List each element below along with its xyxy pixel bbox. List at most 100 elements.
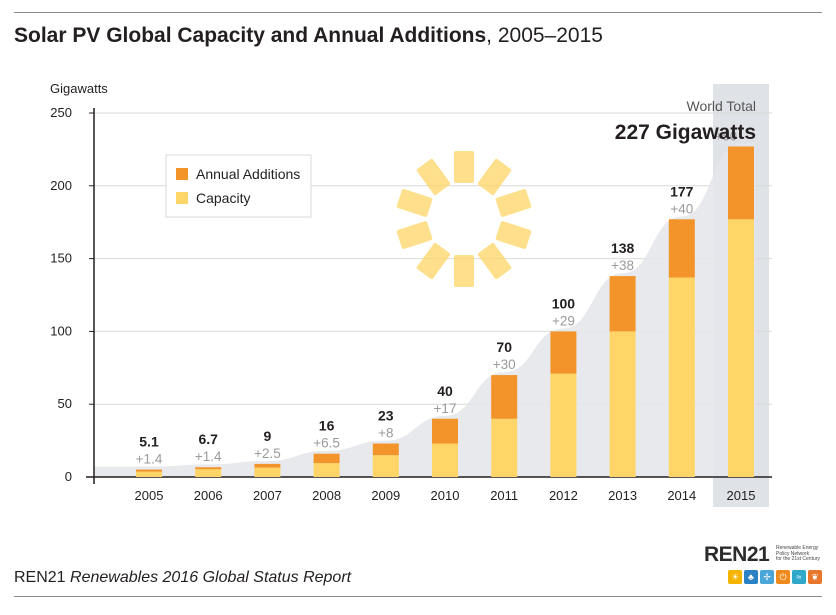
bioenergy-icon: ♣ bbox=[744, 570, 758, 584]
x-tick-label: 2010 bbox=[431, 488, 460, 503]
legend-swatch-capacity bbox=[176, 192, 188, 204]
addition-bar bbox=[668, 219, 695, 278]
addition-label: +1.4 bbox=[136, 452, 163, 467]
page-title: Solar PV Global Capacity and Annual Addi… bbox=[14, 24, 603, 48]
title-years: , 2005–2015 bbox=[486, 24, 603, 47]
addition-label: +50 bbox=[715, 128, 737, 143]
addition-bar bbox=[550, 331, 577, 374]
total-label: 16 bbox=[319, 418, 335, 434]
logo-tagline-line: Renewable Energy bbox=[776, 545, 819, 551]
y-tick-label: 100 bbox=[50, 323, 72, 338]
logo-tagline-line: for the 21st Century bbox=[776, 556, 820, 562]
logo-tagline: Renewable Energy Policy Network for the … bbox=[776, 545, 828, 563]
power-icon: ⏻ bbox=[776, 570, 790, 584]
addition-bar bbox=[372, 443, 399, 456]
title-main: Solar PV Global Capacity and Annual Addi… bbox=[14, 24, 487, 47]
capacity-bar-chart: 0 50 100 150 200 250 Gigawatts 2005 +1.4 5.1 2006 +… bbox=[50, 81, 772, 507]
capacity-bar bbox=[491, 418, 518, 477]
capacity-bar bbox=[609, 331, 636, 477]
x-tick-label: 2005 bbox=[135, 488, 164, 503]
logo-word: REN21 bbox=[704, 543, 770, 566]
total-label: 177 bbox=[670, 183, 694, 199]
total-label: 6.7 bbox=[198, 431, 218, 447]
sun-ray-icon bbox=[477, 158, 512, 195]
x-tick-label: 2013 bbox=[608, 488, 637, 503]
sun-ray-icon bbox=[396, 188, 433, 217]
capacity-bar bbox=[313, 463, 340, 477]
source-note: REN21 Renewables 2016 Global Status Repo… bbox=[14, 569, 351, 587]
x-tick-label: 2011 bbox=[490, 488, 518, 503]
y-tick-label: 250 bbox=[50, 105, 72, 120]
total-label: 100 bbox=[552, 295, 576, 311]
capacity-bar bbox=[195, 469, 222, 477]
legend-label-capacity: Capacity bbox=[196, 190, 250, 206]
y-tick-label: 200 bbox=[50, 178, 72, 193]
addition-bar bbox=[609, 276, 636, 332]
growth-curve-area bbox=[94, 143, 755, 478]
addition-label: +29 bbox=[552, 313, 575, 328]
world-total-label: World Total bbox=[686, 98, 756, 114]
leaf-icon: ❦ bbox=[808, 570, 822, 584]
ren21-logo: REN21 Renewable Energy Policy Network fo… bbox=[704, 543, 826, 589]
capacity-bar bbox=[550, 373, 577, 477]
world-total-value: 227 Gigawatts bbox=[615, 121, 756, 144]
source-title: Renewables 2016 Global Status Report bbox=[70, 569, 352, 586]
addition-label: +2.5 bbox=[254, 446, 281, 461]
x-tick-label: 2015 bbox=[727, 488, 756, 503]
sun-ray-icon bbox=[396, 221, 433, 250]
addition-label: +6.5 bbox=[313, 436, 340, 451]
x-tick-label: 2009 bbox=[371, 488, 400, 503]
logo-tagline-line: Policy Network bbox=[776, 550, 810, 557]
capacity-bar bbox=[668, 277, 695, 477]
logo-icon-row: ☀ ♣ ✢ ⏻ ≈ ❦ bbox=[728, 570, 822, 584]
sun-ray-icon bbox=[454, 151, 474, 183]
y-tick-label: 150 bbox=[50, 251, 72, 266]
addition-bar bbox=[491, 375, 518, 419]
legend-box bbox=[165, 154, 312, 218]
x-tick-label: 2014 bbox=[667, 488, 696, 503]
addition-bar bbox=[136, 469, 162, 472]
capacity-bar bbox=[432, 443, 458, 477]
y-tick-label: 0 bbox=[65, 469, 72, 484]
x-tick-label: 2012 bbox=[549, 488, 578, 503]
addition-bar bbox=[728, 146, 754, 220]
addition-bar bbox=[195, 467, 222, 470]
total-label: 138 bbox=[611, 240, 635, 256]
y-axis-title: Gigawatts bbox=[50, 81, 108, 96]
addition-label: +40 bbox=[670, 201, 693, 216]
sun-ray-icon bbox=[454, 255, 474, 287]
sun-icon: ☀ bbox=[728, 570, 742, 584]
legend-label-additions: Annual Additions bbox=[196, 166, 300, 182]
capacity-bar bbox=[254, 467, 281, 477]
total-label: 40 bbox=[437, 383, 453, 399]
capacity-bar bbox=[728, 219, 754, 477]
bottom-rule bbox=[14, 596, 822, 597]
x-tick-label: 2007 bbox=[253, 488, 282, 503]
x-tick-label: 2008 bbox=[312, 488, 341, 503]
source-org: REN21 bbox=[14, 569, 66, 586]
sun-ray-icon bbox=[416, 243, 451, 280]
addition-bar bbox=[432, 418, 458, 444]
total-label: 23 bbox=[378, 408, 394, 424]
addition-label: +8 bbox=[378, 426, 393, 441]
addition-label: +17 bbox=[434, 401, 457, 416]
addition-bar bbox=[254, 463, 281, 468]
water-icon: ≈ bbox=[792, 570, 806, 584]
total-label: 70 bbox=[496, 339, 512, 355]
capacity-bar bbox=[372, 455, 399, 477]
sun-ray-icon bbox=[477, 243, 512, 280]
sun-ray-icon bbox=[495, 188, 532, 217]
sun-ray-icon bbox=[416, 158, 451, 195]
addition-bar bbox=[313, 453, 340, 464]
addition-label: +30 bbox=[493, 357, 516, 372]
legend-swatch-additions bbox=[176, 168, 188, 180]
wind-icon: ✢ bbox=[760, 570, 774, 584]
total-label: 5.1 bbox=[139, 434, 159, 450]
top-rule bbox=[14, 12, 822, 13]
total-label: 9 bbox=[264, 428, 272, 444]
sun-ray-icon bbox=[495, 221, 532, 250]
addition-label: +38 bbox=[611, 258, 634, 273]
y-tick-label: 50 bbox=[58, 396, 72, 411]
capacity-bar bbox=[136, 471, 162, 477]
addition-label: +1.4 bbox=[195, 449, 222, 464]
